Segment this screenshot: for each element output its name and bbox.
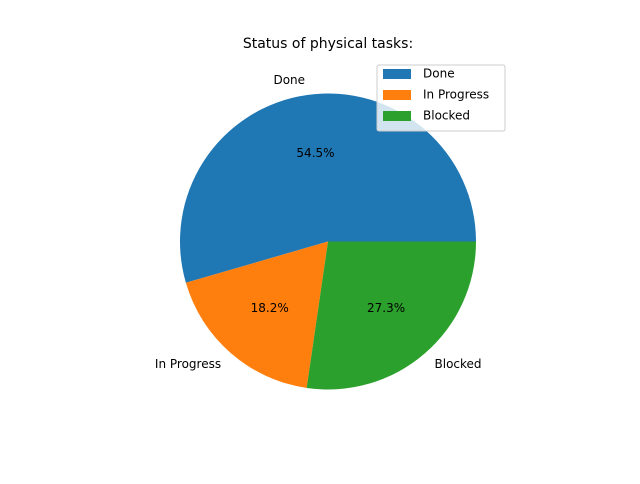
slice-in-progress bbox=[185, 241, 328, 388]
legend-label-in-progress: In Progress bbox=[423, 88, 489, 102]
slice-labels: Done In Progress Blocked bbox=[155, 73, 482, 371]
legend-swatch-in-progress bbox=[383, 90, 411, 100]
chart-title: Status of physical tasks: bbox=[243, 36, 413, 52]
slice-label-blocked: Blocked bbox=[435, 357, 482, 371]
percent-label-blocked: 27.3% bbox=[367, 301, 405, 315]
percent-labels: 54.5% 18.2% 27.3% bbox=[251, 146, 406, 315]
slice-label-done: Done bbox=[273, 73, 305, 87]
slice-blocked bbox=[306, 241, 476, 390]
legend-swatch-blocked bbox=[383, 111, 411, 121]
slice-label-in-progress: In Progress bbox=[155, 357, 221, 371]
legend-label-blocked: Blocked bbox=[423, 109, 470, 123]
percent-label-done: 54.5% bbox=[296, 146, 334, 160]
legend: Done In Progress Blocked bbox=[376, 64, 506, 132]
pie-slices bbox=[180, 93, 476, 390]
legend-entries: Done In Progress Blocked bbox=[383, 67, 489, 123]
slice-done bbox=[180, 93, 476, 283]
legend-label-done: Done bbox=[423, 67, 455, 81]
percent-label-in-progress: 18.2% bbox=[251, 301, 289, 315]
legend-swatch-done bbox=[383, 69, 411, 79]
